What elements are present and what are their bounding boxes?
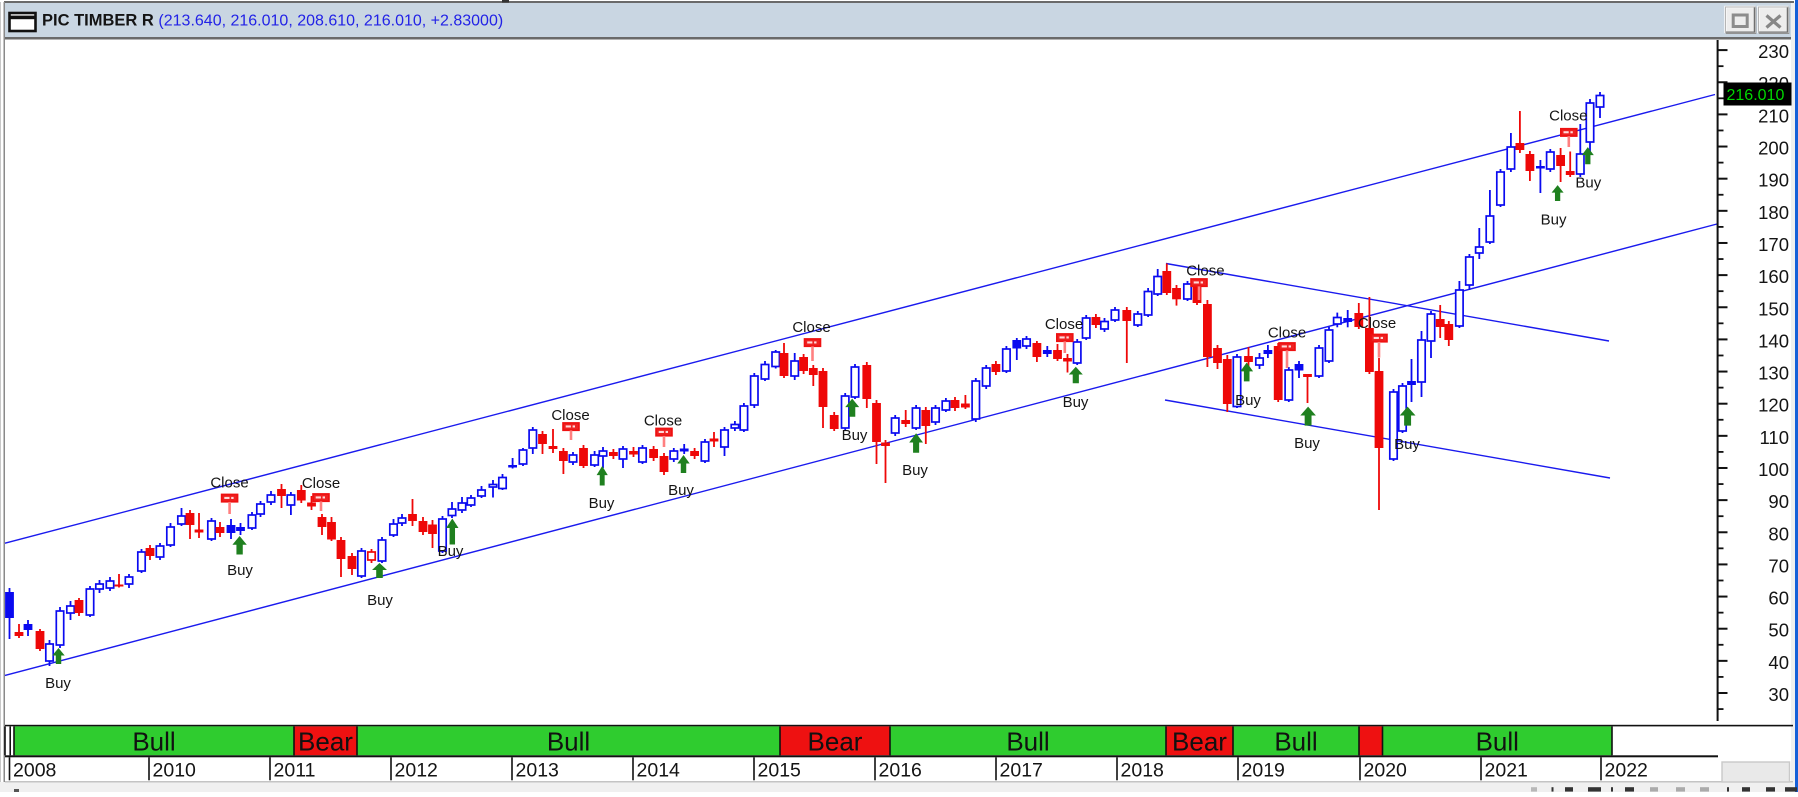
svg-text:30: 30 [1768, 684, 1789, 705]
svg-text:210: 210 [1758, 105, 1789, 126]
svg-text:Close: Close [792, 319, 830, 336]
svg-text:230: 230 [1758, 41, 1789, 62]
svg-text:2011: 2011 [274, 760, 316, 782]
svg-text:Bull: Bull [1006, 727, 1049, 757]
svg-text:Close: Close [551, 407, 589, 424]
svg-text:70: 70 [1768, 555, 1789, 576]
svg-text:Bull: Bull [1476, 727, 1519, 757]
svg-text:150: 150 [1758, 298, 1789, 319]
svg-text:170: 170 [1758, 234, 1789, 255]
svg-text:Close: Close [302, 475, 340, 492]
svg-text:Buy: Buy [668, 482, 694, 499]
svg-text:2017: 2017 [1000, 760, 1043, 782]
svg-text:Bear: Bear [808, 727, 863, 757]
svg-text:130: 130 [1758, 363, 1789, 384]
svg-text:90: 90 [1768, 491, 1789, 512]
svg-text:2008: 2008 [13, 760, 56, 782]
svg-text:Buy: Buy [902, 462, 928, 479]
svg-text:2018: 2018 [1121, 760, 1164, 782]
svg-text:Buy: Buy [1063, 394, 1089, 411]
svg-text:120: 120 [1758, 395, 1789, 416]
svg-text:110: 110 [1760, 427, 1790, 448]
svg-text:Buy: Buy [1575, 175, 1601, 192]
svg-text:Close: Close [1045, 316, 1083, 333]
svg-text:Bull: Bull [1274, 727, 1317, 757]
svg-text:2012: 2012 [395, 760, 438, 782]
svg-text:Buy: Buy [227, 562, 253, 579]
svg-text:Close: Close [1358, 315, 1396, 332]
svg-text:2015: 2015 [758, 760, 802, 782]
svg-text:PIC TIMBER R (213.640, 216.010: PIC TIMBER R (213.640, 216.010, 208.610,… [42, 12, 503, 30]
svg-text:140: 140 [1758, 330, 1789, 351]
svg-text:190: 190 [1758, 170, 1789, 191]
svg-text:2013: 2013 [516, 760, 559, 782]
svg-text:Buy: Buy [1294, 435, 1320, 452]
svg-text:80: 80 [1768, 523, 1789, 544]
svg-text:Buy: Buy [438, 543, 464, 560]
svg-text:Buy: Buy [45, 675, 71, 692]
svg-text:Bull: Bull [132, 727, 175, 757]
svg-text:Close: Close [210, 475, 248, 492]
svg-text:160: 160 [1758, 266, 1789, 287]
svg-text:Buy: Buy [367, 592, 393, 609]
svg-text:50: 50 [1768, 620, 1789, 641]
svg-text:60: 60 [1768, 588, 1789, 609]
svg-text:180: 180 [1758, 202, 1789, 223]
svg-text:Bear: Bear [298, 727, 353, 757]
svg-text:Close: Close [1268, 325, 1306, 342]
svg-text:2014: 2014 [637, 760, 681, 782]
svg-text:216.010: 216.010 [1727, 87, 1785, 104]
svg-text:2019: 2019 [1242, 760, 1285, 782]
svg-text:200: 200 [1758, 138, 1789, 159]
svg-text:2010: 2010 [153, 760, 197, 782]
svg-text:Buy: Buy [1541, 212, 1567, 229]
svg-text:Close: Close [1186, 263, 1224, 280]
svg-text:2020: 2020 [1364, 760, 1408, 782]
svg-text:Bull: Bull [547, 727, 590, 757]
svg-text:Close: Close [1549, 108, 1587, 125]
svg-text:Buy: Buy [1235, 392, 1261, 409]
svg-text:2022: 2022 [1605, 760, 1648, 782]
svg-text:Buy: Buy [589, 495, 615, 512]
svg-text:40: 40 [1768, 652, 1789, 673]
svg-text:Buy: Buy [1394, 436, 1420, 453]
svg-text:100: 100 [1758, 459, 1789, 480]
svg-text:Buy: Buy [842, 427, 868, 444]
svg-text:Bear: Bear [1172, 727, 1227, 757]
svg-text:2016: 2016 [879, 760, 922, 782]
svg-text:Close: Close [644, 413, 682, 430]
svg-text:2021: 2021 [1485, 760, 1528, 782]
